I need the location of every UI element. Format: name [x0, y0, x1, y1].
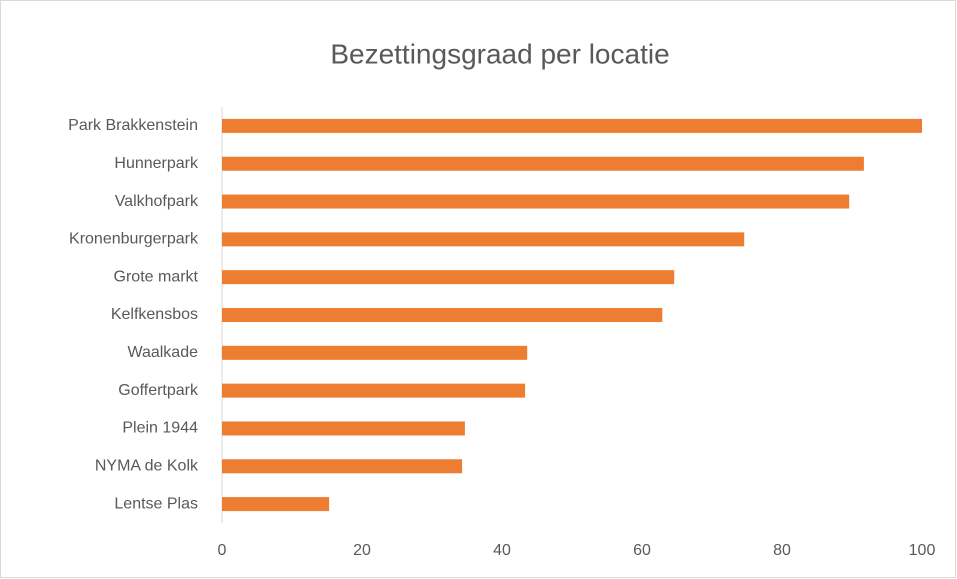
y-tick-label: NYMA de Kolk	[95, 457, 199, 474]
y-tick-label: Kronenburgerpark	[69, 231, 199, 248]
bar	[222, 270, 675, 285]
y-tick-label: Lentse Plas	[114, 495, 198, 512]
bar	[222, 156, 864, 171]
x-tick-label: 100	[909, 542, 936, 559]
x-tick-label: 40	[493, 542, 511, 559]
x-tick-label: 0	[218, 542, 227, 559]
bar	[222, 459, 463, 474]
bar	[222, 345, 528, 360]
y-tick-label: Grote markt	[114, 268, 199, 285]
bar	[222, 421, 465, 436]
bar	[222, 232, 745, 247]
bar	[222, 497, 330, 512]
y-tick-label: Valkhofpark	[115, 193, 199, 210]
x-tick-label: 60	[633, 542, 651, 559]
bar	[222, 383, 526, 398]
y-tick-label: Waalkade	[127, 344, 198, 361]
chart-title: Bezettingsgraad per locatie	[330, 38, 669, 69]
y-tick-label: Park Brakkenstein	[68, 117, 198, 134]
y-tick-label: Plein 1944	[122, 420, 198, 437]
bar	[222, 118, 922, 133]
y-tick-label: Kelfkensbos	[111, 306, 198, 323]
y-tick-label: Hunnerpark	[114, 155, 199, 172]
bar	[222, 308, 663, 322]
y-tick-label: Goffertpark	[118, 382, 199, 399]
x-tick-label: 80	[773, 542, 791, 559]
x-tick-label: 20	[353, 542, 371, 559]
bar	[222, 194, 850, 209]
